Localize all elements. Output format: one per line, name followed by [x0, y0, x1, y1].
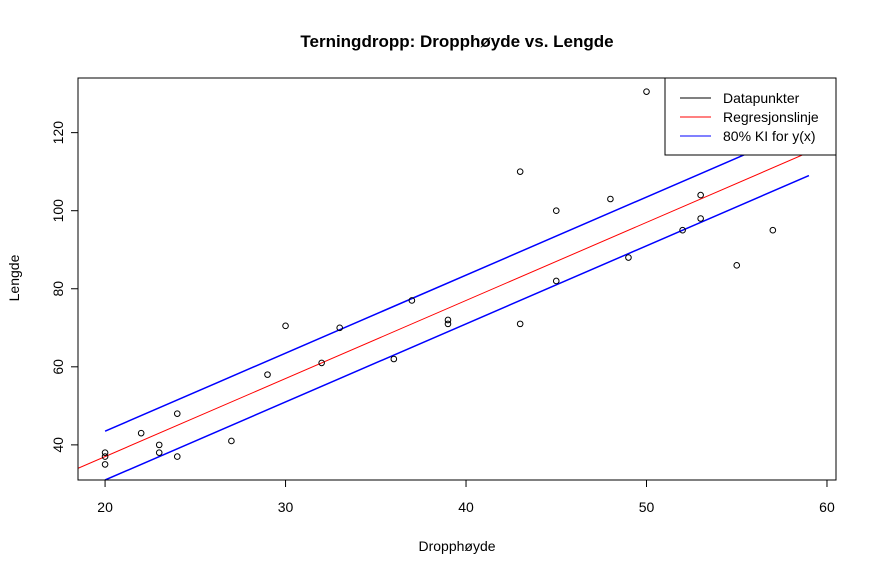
data-point: [444, 316, 452, 324]
data-point: [282, 322, 289, 330]
data-point: [697, 191, 704, 199]
data-point: [697, 215, 704, 222]
x-axis: 20 30 40 50 60: [97, 480, 835, 515]
data-point: [173, 410, 181, 417]
x-tick-label: 50: [639, 499, 655, 515]
data-point: [444, 320, 452, 328]
x-tick-label: 20: [97, 499, 113, 515]
y-tick-label: 40: [50, 437, 66, 453]
x-tick-label: 60: [819, 499, 835, 515]
y-tick-label: 80: [50, 281, 66, 297]
data-point: [552, 207, 560, 214]
ci-lower-line: [104, 174, 810, 480]
legend-label: Regresjonslinje: [723, 109, 819, 125]
chart-title: Terningdropp: Dropphøyde vs. Lengde: [300, 32, 613, 51]
data-point: [101, 453, 109, 460]
data-point: [516, 320, 524, 328]
x-axis-label: Dropphøyde: [418, 538, 495, 554]
data-point: [318, 359, 325, 367]
lines-layer: [78, 126, 836, 480]
data-point: [264, 371, 271, 378]
legend-label: Datapunkter: [723, 90, 800, 106]
legend-label: 80% KI for y(x): [723, 128, 816, 144]
y-axis-label: Lengde: [6, 254, 22, 301]
x-tick-label: 40: [458, 499, 474, 515]
data-point: [390, 355, 398, 363]
data-point: [101, 461, 109, 468]
data-point: [155, 449, 163, 456]
points-layer: [101, 88, 777, 468]
y-tick-label: 60: [50, 359, 66, 375]
data-point: [101, 449, 109, 456]
data-point: [336, 324, 343, 332]
ci-upper-line: [104, 126, 810, 432]
data-point: [173, 453, 181, 460]
data-point: [155, 441, 163, 449]
data-point: [137, 429, 145, 437]
data-point: [516, 168, 524, 175]
y-axis: 40 60 80 100 120: [50, 121, 78, 453]
data-point: [679, 226, 686, 234]
data-point: [552, 277, 560, 285]
data-point: [228, 437, 235, 445]
y-tick-label: 100: [50, 199, 66, 223]
data-point: [733, 262, 741, 269]
regression-line: [78, 139, 836, 469]
data-point: [625, 254, 632, 261]
data-point: [607, 195, 614, 203]
x-tick-label: 30: [278, 499, 294, 515]
data-point: [408, 297, 416, 304]
data-point: [643, 88, 650, 95]
data-point: [769, 226, 777, 234]
plot-frame: [77, 77, 837, 481]
legend: Datapunkter Regresjonslinje 80% KI for y(x…: [664, 77, 837, 156]
y-tick-label: 120: [50, 121, 66, 145]
